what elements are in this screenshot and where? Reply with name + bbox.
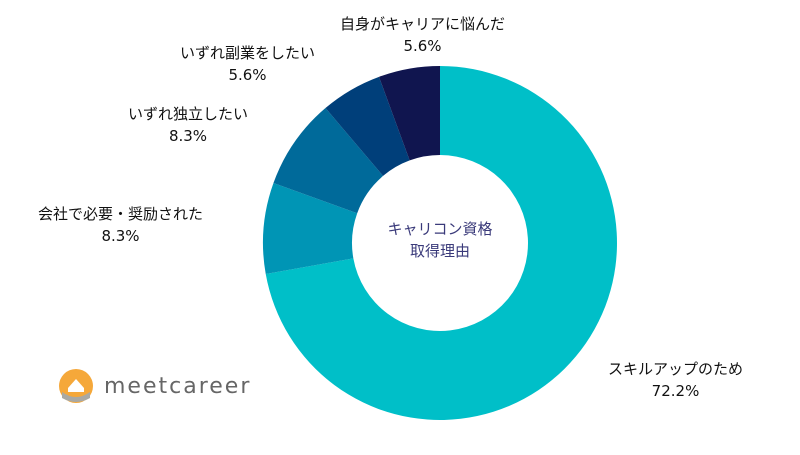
logo-icon [59, 369, 93, 403]
label-career-worry: 自身がキャリアに悩んだ 5.6% [340, 15, 506, 55]
donut-slice-0 [265, 66, 617, 420]
center-label-line-1: キャリコン資格 [387, 220, 493, 238]
donut-slice-4 [378, 66, 440, 161]
meetcareer-logo: meetcareer [58, 368, 251, 404]
donut-slice-2 [273, 108, 384, 214]
donut-slice-1 [263, 183, 358, 274]
center-label-line-2: 取得理由 [409, 242, 470, 260]
label-independence: いずれ独立したい 8.3% [128, 105, 249, 145]
logo-text: meetcareer [104, 373, 252, 399]
center-label: キャリコン資格 取得理由 [360, 218, 520, 262]
donut-slice-3 [325, 76, 410, 176]
label-skill-up: スキルアップのため 72.2% [608, 360, 744, 400]
label-side-job: いずれ副業をしたい 5.6% [180, 44, 316, 84]
label-company: 会社で必要・奨励された 8.3% [38, 205, 204, 245]
